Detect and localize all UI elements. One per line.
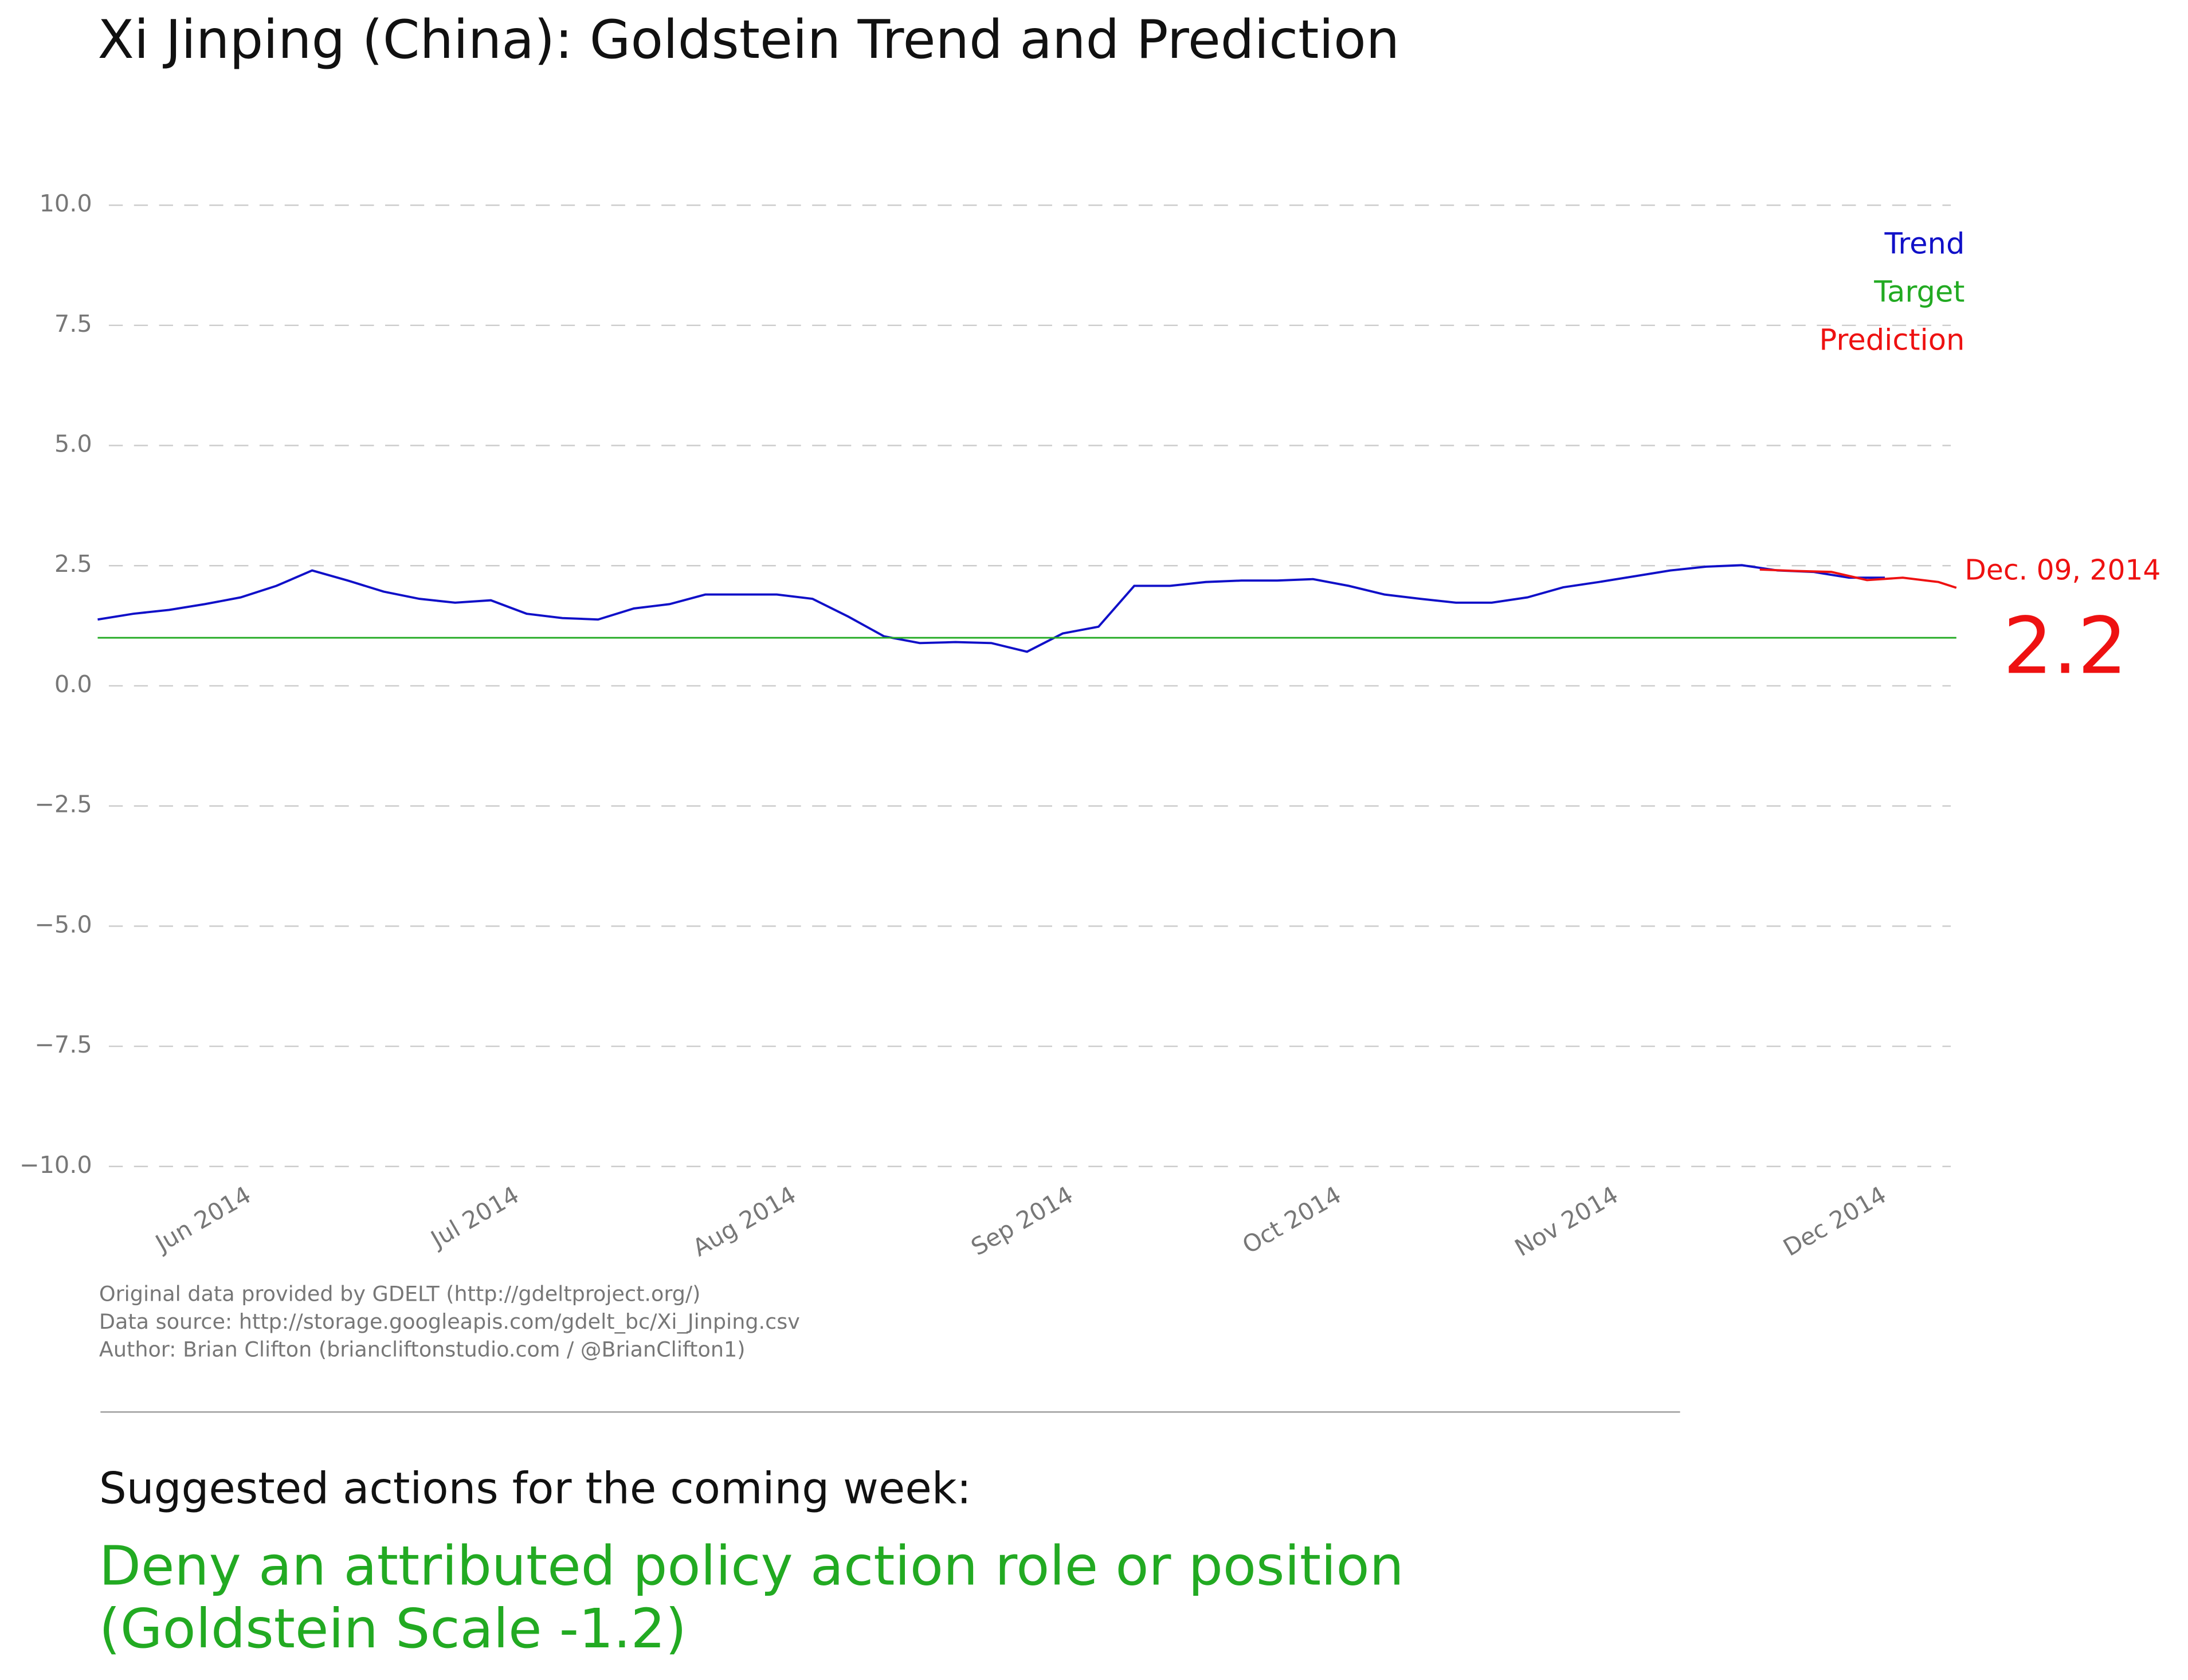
annotation-date: Dec. 09, 2014 xyxy=(1965,554,2160,586)
annotation-value: 2.2 xyxy=(2003,600,2127,692)
x-tick-label: Oct 2014 xyxy=(1238,1181,1346,1259)
footer-note: Author: Brian Clifton (briancliftonstudi… xyxy=(99,1337,746,1362)
legend-entry: Trend xyxy=(1884,227,1965,261)
series-line xyxy=(1759,568,1957,589)
y-tick-label: 10.0 xyxy=(40,190,92,217)
action-text: Deny an attributed policy action role or… xyxy=(99,1534,1404,1597)
x-tick-label: Jul 2014 xyxy=(425,1181,523,1254)
actions-heading: Suggested actions for the coming week: xyxy=(99,1463,971,1514)
footer-note: Data source: http://storage.googleapis.c… xyxy=(99,1309,800,1334)
legend-entry: Prediction xyxy=(1819,324,1965,358)
y-tick-label: 7.5 xyxy=(54,310,92,337)
y-tick-label: −7.5 xyxy=(34,1031,92,1058)
chart-title: Xi Jinping (China): Goldstein Trend and … xyxy=(97,9,1399,70)
y-tick-label: −10.0 xyxy=(19,1151,92,1179)
x-tick-label: Nov 2014 xyxy=(1510,1181,1623,1262)
y-tick-label: 0.0 xyxy=(54,670,92,698)
y-tick-label: 5.0 xyxy=(54,430,92,458)
y-tick-label: 2.5 xyxy=(54,550,92,578)
y-tick-label: −5.0 xyxy=(34,910,92,938)
series-line xyxy=(97,564,1885,653)
x-tick-label: Sep 2014 xyxy=(966,1181,1077,1261)
legend-entry: Target xyxy=(1873,276,1965,309)
x-tick-label: Aug 2014 xyxy=(688,1181,801,1262)
x-tick-label: Jun 2014 xyxy=(150,1181,256,1258)
action-text: (Goldstein Scale -1.2) xyxy=(99,1597,687,1661)
y-tick-label: −2.5 xyxy=(34,791,92,818)
x-tick-label: Dec 2014 xyxy=(1779,1181,1891,1262)
footer-note: Original data provided by GDELT (http://… xyxy=(99,1281,701,1306)
